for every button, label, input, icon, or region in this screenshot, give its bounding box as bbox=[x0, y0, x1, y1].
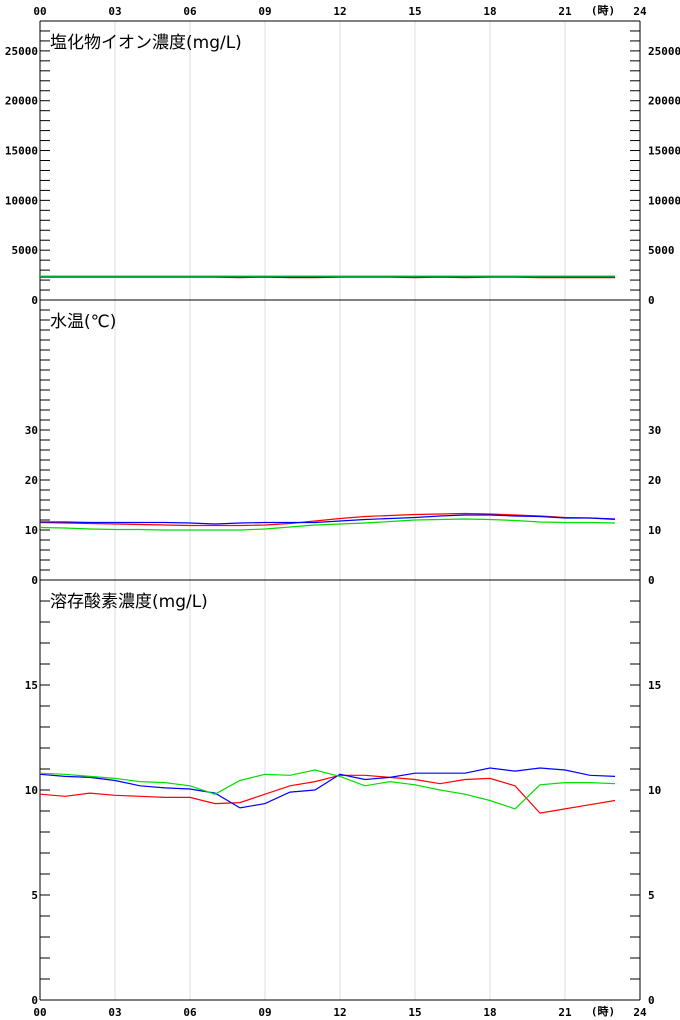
series-line-1 bbox=[39, 512, 616, 527]
y-tick-label-right: 25000 bbox=[648, 45, 680, 58]
y-tick-label-left: 10 bbox=[25, 784, 38, 797]
panel-title: 溶存酸素濃度(mg/L) bbox=[50, 592, 208, 612]
x-tick-label-bottom: 21 bbox=[558, 1006, 572, 1019]
y-tick-label-right: 30 bbox=[648, 424, 661, 437]
y-tick-label-left: 15 bbox=[25, 679, 38, 692]
x-tick-label-bottom: 24 bbox=[633, 1006, 647, 1019]
y-tick-label-left: 20 bbox=[25, 474, 38, 487]
x-unit-label-top: (時) bbox=[591, 3, 615, 17]
x-tick-label-bottom: 18 bbox=[483, 1006, 496, 1019]
y-tick-label-left: 20000 bbox=[5, 95, 38, 108]
x-tick-label-top: 00 bbox=[33, 5, 46, 18]
x-tick-label-top: 09 bbox=[258, 5, 271, 18]
y-tick-label-right: 20000 bbox=[648, 95, 680, 108]
series-line-2 bbox=[40, 514, 616, 525]
y-tick-label-left: 10000 bbox=[5, 194, 38, 207]
y-tick-label-left: 5000 bbox=[12, 244, 39, 257]
y-tick-label-left: 10 bbox=[25, 524, 38, 537]
series-line-3 bbox=[39, 769, 616, 810]
series-line-3 bbox=[39, 518, 616, 531]
x-tick-label-top: 15 bbox=[408, 5, 421, 18]
y-tick-label-left: 0 bbox=[31, 574, 38, 587]
x-tick-label-top: 03 bbox=[108, 5, 121, 18]
y-tick-label-right: 10 bbox=[648, 784, 661, 797]
y-tick-label-left: 0 bbox=[31, 294, 38, 307]
y-tick-label-left: 0 bbox=[31, 994, 38, 1007]
x-tick-label-top: 06 bbox=[183, 5, 197, 18]
series-line-2 bbox=[39, 767, 616, 809]
series-layer bbox=[39, 275, 616, 814]
y-tick-label-right: 5 bbox=[648, 889, 655, 902]
x-tick-label-bottom: 00 bbox=[33, 1006, 46, 1019]
x-tick-label-bottom: 15 bbox=[408, 1006, 421, 1019]
panel-title: 水温(℃) bbox=[50, 312, 116, 332]
x-tick-label-top: 24 bbox=[633, 5, 647, 18]
y-tick-label-right: 20 bbox=[648, 474, 661, 487]
series-line-1 bbox=[39, 774, 616, 814]
x-tick-label-bottom: 12 bbox=[333, 1006, 346, 1019]
panel-title: 塩化物イオン濃度(mg/L) bbox=[50, 33, 242, 53]
x-tick-label-bottom: 06 bbox=[183, 1006, 197, 1019]
y-tick-label-right: 5000 bbox=[648, 244, 675, 257]
y-tick-label-right: 0 bbox=[648, 994, 655, 1007]
y-tick-label-left: 25000 bbox=[5, 45, 38, 58]
axes-layer bbox=[39, 20, 641, 1001]
grid-layer bbox=[114, 21, 566, 1000]
y-tick-label-left: 30 bbox=[25, 424, 38, 437]
x-tick-label-bottom: 03 bbox=[108, 1006, 121, 1019]
y-tick-label-right: 0 bbox=[648, 294, 655, 307]
y-tick-label-left: 15000 bbox=[5, 145, 38, 158]
y-tick-label-right: 10 bbox=[648, 524, 661, 537]
y-tick-label-right: 15000 bbox=[648, 145, 680, 158]
y-tick-label-right: 0 bbox=[648, 574, 655, 587]
x-tick-label-top: 12 bbox=[333, 5, 346, 18]
x-tick-label-top: 18 bbox=[483, 5, 496, 18]
y-tick-label-right: 15 bbox=[648, 679, 661, 692]
y-tick-label-right: 10000 bbox=[648, 194, 680, 207]
x-unit-label-bottom: (時) bbox=[591, 1004, 615, 1018]
x-tick-label-bottom: 09 bbox=[258, 1006, 271, 1019]
x-tick-label-top: 21 bbox=[558, 5, 572, 18]
y-tick-label-left: 5 bbox=[31, 889, 38, 902]
